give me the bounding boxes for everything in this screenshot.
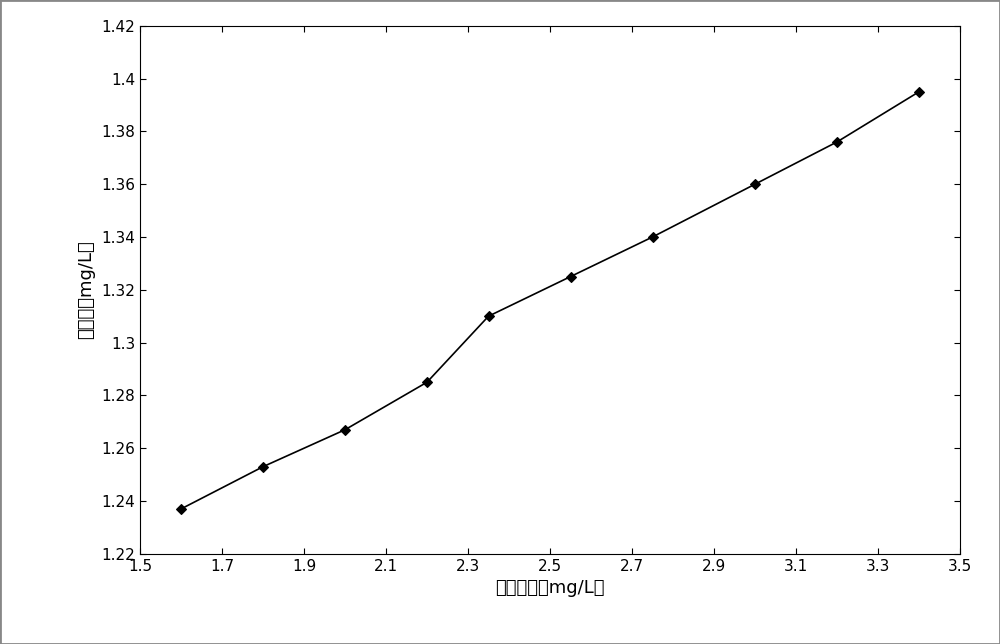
Y-axis label: 耗氯量（mg/L）: 耗氯量（mg/L）: [78, 240, 96, 339]
X-axis label: 投加浓度（mg/L）: 投加浓度（mg/L）: [495, 579, 605, 597]
